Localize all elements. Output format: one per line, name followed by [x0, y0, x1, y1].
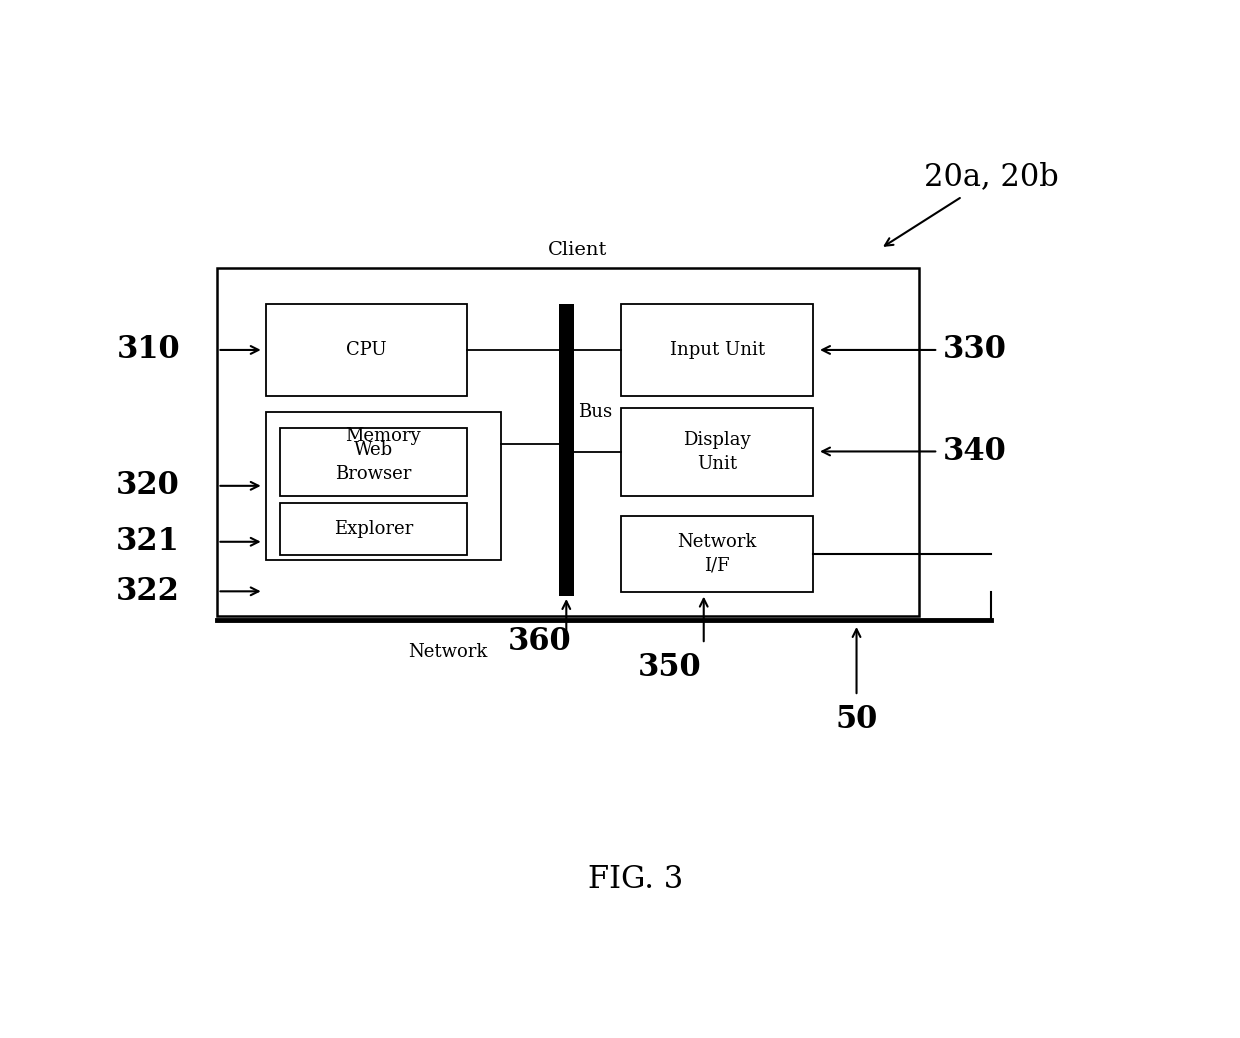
Text: 320: 320: [117, 470, 180, 501]
Text: 360: 360: [507, 627, 572, 657]
Text: Network: Network: [408, 644, 487, 661]
Bar: [621, 516, 813, 592]
Text: Input Unit: Input Unit: [670, 342, 765, 359]
Bar: [265, 412, 501, 561]
Text: 50: 50: [836, 704, 878, 735]
Text: 322: 322: [117, 576, 180, 607]
Text: Bus: Bus: [578, 404, 613, 421]
Text: 330: 330: [942, 334, 1007, 365]
Text: 310: 310: [117, 334, 180, 365]
Bar: [621, 408, 813, 496]
Bar: [280, 502, 467, 554]
Bar: [280, 429, 467, 496]
Text: 20a, 20b: 20a, 20b: [924, 161, 1059, 192]
Text: Explorer: Explorer: [334, 520, 413, 538]
Bar: [558, 304, 574, 596]
Text: 340: 340: [942, 436, 1007, 467]
Text: Memory: Memory: [346, 427, 422, 444]
Text: Web
Browser: Web Browser: [336, 441, 412, 483]
Bar: [621, 304, 813, 397]
Text: 350: 350: [637, 652, 701, 683]
Text: Client: Client: [548, 241, 608, 258]
Bar: [217, 269, 919, 617]
Text: CPU: CPU: [346, 342, 387, 359]
Text: 321: 321: [117, 526, 180, 557]
Bar: [265, 304, 467, 397]
Text: Network
I/F: Network I/F: [677, 534, 756, 575]
Text: FIG. 3: FIG. 3: [588, 865, 683, 896]
Text: Display
Unit: Display Unit: [683, 432, 751, 473]
